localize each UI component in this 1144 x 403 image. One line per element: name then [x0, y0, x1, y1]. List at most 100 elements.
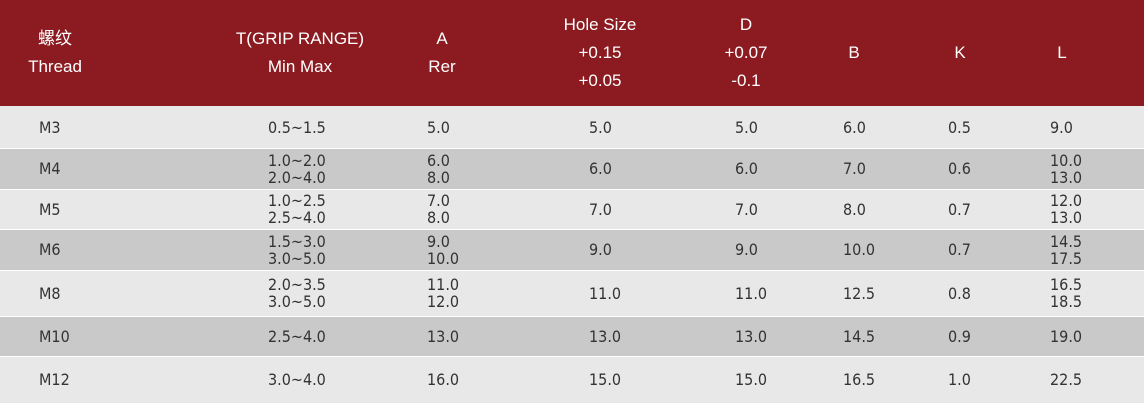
table-row: M3 0.5~1.5 5.0 5.0 5.0 6.0 0.5 9.0	[0, 106, 1144, 148]
cell-hole-size: 5.0	[589, 106, 612, 148]
cell-grip-range: 1.5~3.0 3.0~5.0	[268, 229, 326, 270]
header-b-title: B	[848, 43, 860, 62]
header-hole-size: Hole Size +0.15 +0.05	[540, 0, 660, 106]
cell-d-value: 7.0	[735, 199, 758, 219]
cell-l-value: 19.0	[1050, 326, 1083, 346]
cell-d: 6.0	[735, 148, 758, 189]
cell-l-value: 22.5	[1050, 370, 1083, 389]
cell-thread: M6	[39, 229, 61, 270]
cell-a: 6.0 8.0	[427, 148, 450, 189]
cell-k: 1.0	[948, 356, 971, 403]
cell-thread-value: M4	[39, 159, 61, 178]
cell-b-value: 6.0	[843, 117, 866, 137]
cell-thread: M4	[39, 148, 61, 189]
header-thread-cn: 螺纹	[38, 29, 72, 48]
cell-l: 14.5 17.5	[1050, 229, 1082, 270]
cell-hole-size-value: 7.0	[589, 199, 612, 219]
table-row: M12 3.0~4.0 16.0 15.0 15.0 16.5 1.0 22.5	[0, 356, 1144, 403]
cell-hole-size-value: 11.0	[589, 283, 622, 303]
cell-d: 7.0	[735, 189, 758, 229]
row-divider	[0, 270, 1144, 271]
cell-k: 0.7	[948, 229, 971, 270]
cell-hole-size-value: 15.0	[589, 370, 622, 389]
cell-hole-size-value: 5.0	[589, 117, 612, 137]
cell-a-value: 5.0	[427, 117, 450, 137]
cell-b-value: 14.5	[843, 326, 876, 346]
cell-hole-size: 13.0	[589, 316, 621, 356]
cell-a: 13.0	[427, 316, 459, 356]
cell-l-value: 10.0	[1050, 150, 1083, 170]
cell-thread-value: M12	[39, 370, 70, 389]
cell-thread: M5	[39, 189, 61, 229]
cell-thread-value: M10	[39, 326, 70, 346]
cell-grip-range: 1.0~2.0 2.0~4.0	[268, 148, 326, 189]
cell-l-value: 17.5	[1050, 248, 1083, 268]
cell-b-value: 10.0	[843, 240, 876, 259]
header-d-title: D	[739, 15, 753, 34]
cell-b-value: 7.0	[843, 159, 866, 178]
cell-b: 10.0	[843, 229, 875, 270]
row-divider	[0, 148, 1144, 149]
cell-k: 0.5	[948, 106, 971, 148]
header-grip-range-sub: Min Max	[267, 57, 333, 76]
cell-k: 0.9	[948, 316, 971, 356]
cell-b: 16.5	[843, 356, 875, 403]
cell-l-value: 16.5	[1050, 275, 1083, 294]
cell-l-value: 13.0	[1050, 208, 1083, 227]
cell-k: 0.6	[948, 148, 971, 189]
cell-a-value: 12.0	[427, 292, 460, 311]
header-grip-range: T(GRIP RANGE) Min Max	[220, 0, 380, 106]
cell-hole-size: 15.0	[589, 356, 621, 403]
cell-l: 10.0 13.0	[1050, 148, 1082, 189]
cell-a-value: 10.0	[427, 248, 460, 268]
cell-a-value: 6.0	[427, 150, 450, 170]
cell-b: 7.0	[843, 148, 866, 189]
cell-b-value: 8.0	[843, 199, 866, 219]
cell-a-value: 13.0	[427, 326, 460, 346]
row-divider	[0, 356, 1144, 357]
header-d: D +0.07 -0.1	[696, 0, 796, 106]
cell-hole-size: 6.0	[589, 148, 612, 189]
cell-hole-size-value: 6.0	[589, 159, 612, 178]
header-k: K	[920, 0, 1000, 106]
cell-b: 14.5	[843, 316, 875, 356]
cell-a-value: 7.0	[427, 191, 450, 210]
header-a-title: A	[436, 29, 448, 48]
table-row: M8 2.0~3.5 3.0~5.0 11.0 12.0 11.0 11.0 12.5 0.8 1…	[0, 270, 1144, 316]
cell-hole-size-value: 9.0	[589, 240, 612, 259]
cell-d-value: 6.0	[735, 159, 758, 178]
cell-thread-value: M8	[39, 283, 61, 303]
header-grip-range-title: T(GRIP RANGE)	[235, 29, 365, 48]
cell-grip-range-value: 2.0~4.0	[268, 167, 326, 187]
table-row: M4 1.0~2.0 2.0~4.0 6.0 8.0 6.0 6.0 7.0 0.6 10.0 13…	[0, 148, 1144, 189]
cell-thread: M12	[39, 356, 70, 403]
cell-d-value: 9.0	[735, 240, 758, 259]
cell-hole-size: 7.0	[589, 189, 612, 229]
cell-k-value: 0.7	[948, 240, 971, 259]
cell-l-value: 9.0	[1050, 117, 1073, 137]
cell-l: 22.5	[1050, 356, 1082, 403]
header-d-minus: -0.1	[731, 71, 761, 90]
header-thread: 螺纹 Thread	[0, 0, 110, 106]
cell-hole-size-value: 13.0	[589, 326, 622, 346]
cell-grip-range-value: 3.0~5.0	[268, 292, 326, 311]
cell-l-value: 12.0	[1050, 191, 1083, 210]
cell-d: 15.0	[735, 356, 767, 403]
header-l: L	[1022, 0, 1102, 106]
cell-grip-range-value: 2.0~3.5	[268, 275, 326, 294]
cell-l-value: 18.5	[1050, 292, 1083, 311]
cell-thread: M3	[39, 106, 61, 148]
cell-grip-range-value: 3.0~5.0	[268, 248, 326, 268]
cell-hole-size: 11.0	[589, 270, 621, 316]
cell-l: 9.0	[1050, 106, 1073, 148]
cell-b-value: 12.5	[843, 283, 876, 303]
cell-a: 11.0 12.0	[427, 270, 459, 316]
header-hole-size-title: Hole Size	[563, 15, 637, 34]
cell-grip-range-value: 2.5~4.0	[268, 208, 326, 227]
cell-k-value: 0.8	[948, 283, 971, 303]
header-a-sub: Rer	[428, 57, 456, 76]
row-divider	[0, 229, 1144, 230]
cell-grip-range: 1.0~2.5 2.5~4.0	[268, 189, 326, 229]
cell-k-value: 0.6	[948, 159, 971, 178]
header-d-plus: +0.07	[724, 43, 768, 62]
